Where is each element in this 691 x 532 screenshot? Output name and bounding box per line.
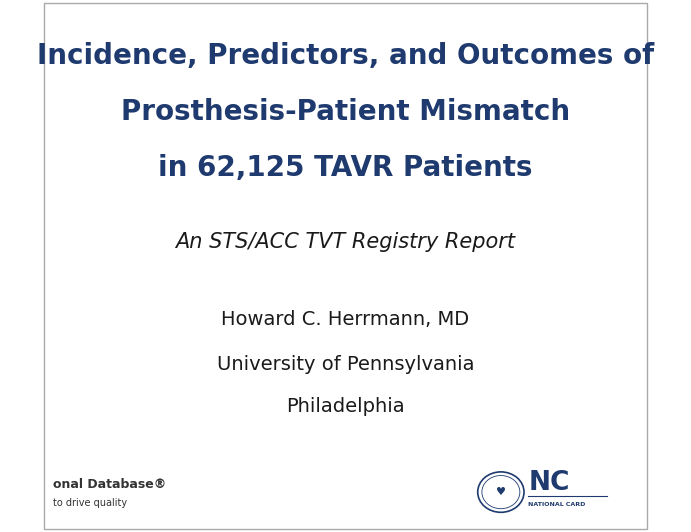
Text: An STS/ACC TVT Registry Report: An STS/ACC TVT Registry Report	[176, 232, 515, 252]
Text: University of Pennsylvania: University of Pennsylvania	[217, 355, 474, 374]
Text: to drive quality: to drive quality	[53, 498, 127, 508]
Text: Prosthesis-Patient Mismatch: Prosthesis-Patient Mismatch	[121, 98, 570, 126]
Text: NATIONAL CARD: NATIONAL CARD	[529, 502, 586, 507]
Text: NC: NC	[529, 470, 569, 496]
Text: ♥: ♥	[496, 487, 506, 497]
Text: in 62,125 TAVR Patients: in 62,125 TAVR Patients	[158, 154, 533, 181]
Text: Incidence, Predictors, and Outcomes of: Incidence, Predictors, and Outcomes of	[37, 42, 654, 70]
Text: onal Database®: onal Database®	[53, 478, 167, 491]
Text: Howard C. Herrmann, MD: Howard C. Herrmann, MD	[221, 310, 470, 329]
Text: Philadelphia: Philadelphia	[286, 397, 405, 417]
